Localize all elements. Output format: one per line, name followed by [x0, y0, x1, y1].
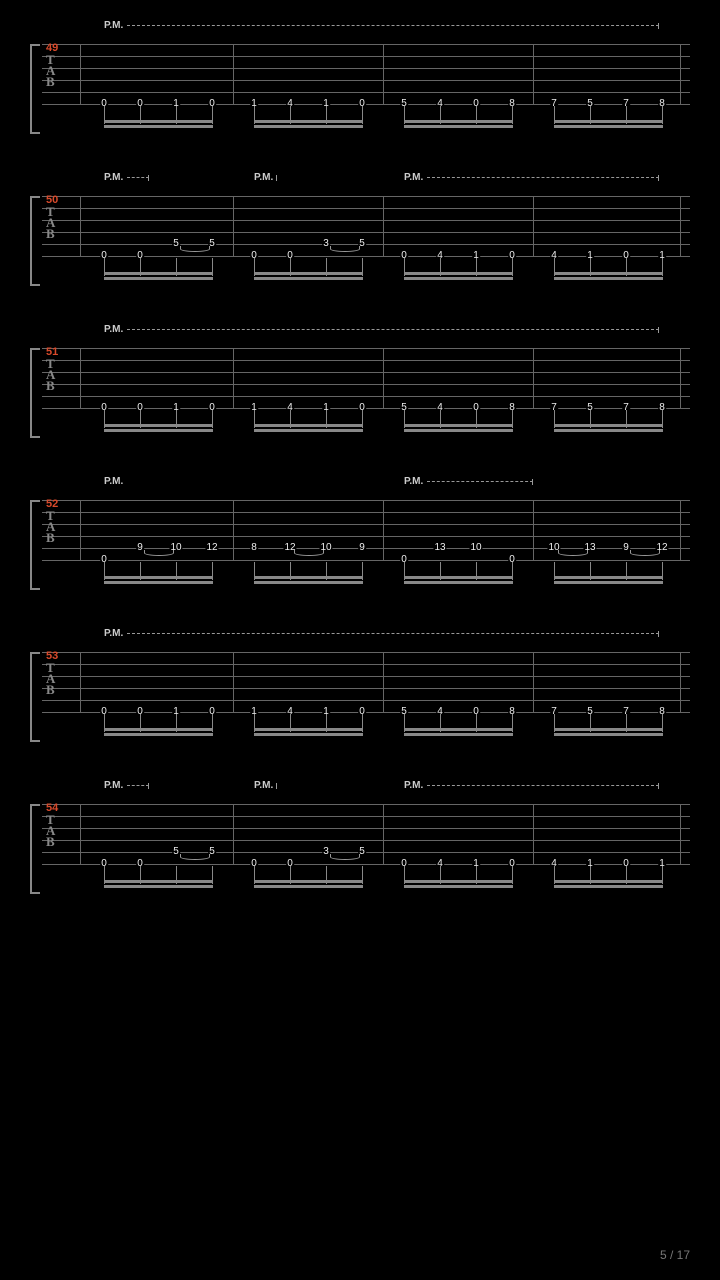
tab-container: 54TAB0055003504104101 — [30, 804, 690, 894]
measure-block: P.M.P.M.P.M.54TAB0055003504104101 — [30, 780, 690, 894]
tab-clef: TAB — [46, 814, 55, 847]
tab-clef: TAB — [46, 510, 55, 543]
fret-number: 9 — [622, 543, 630, 553]
staff: TAB0055003504104101 — [42, 196, 690, 256]
beam-row — [42, 562, 690, 590]
pm-marking: P.M. — [254, 172, 277, 183]
measure-number: 52 — [46, 498, 58, 510]
pm-marking: P.M. — [104, 628, 659, 639]
tab-body: 52TAB0910128121090131001013912 — [42, 500, 690, 590]
tab-container: 50TAB0055003504104101 — [30, 196, 690, 286]
pm-marking: P.M. — [254, 780, 277, 791]
pm-marking: P.M. — [104, 780, 149, 791]
beam-row — [42, 866, 690, 894]
staff-bracket — [30, 652, 40, 742]
pm-marking: P.M. — [404, 476, 533, 487]
staff-bracket — [30, 804, 40, 894]
tab-clef: TAB — [46, 206, 55, 239]
tie — [294, 550, 324, 556]
pm-marking: P.M. — [404, 172, 659, 183]
notes-layer: 0055003504104101 — [42, 196, 690, 256]
beam-row — [42, 714, 690, 742]
measure-number: 49 — [46, 42, 58, 54]
fret-number: 10 — [469, 543, 482, 553]
tab-container: 53TAB0010141054087578 — [30, 652, 690, 742]
measure-block: P.M.P.M.52TAB0910128121090131001013912 — [30, 476, 690, 590]
staff: TAB0055003504104101 — [42, 804, 690, 864]
tie — [630, 550, 660, 556]
pm-row: P.M. — [80, 628, 690, 646]
fret-number: 3 — [322, 239, 330, 249]
tab-container: 51TAB0010141054087578 — [30, 348, 690, 438]
tie — [180, 246, 210, 252]
staff: TAB0010141054087578 — [42, 348, 690, 408]
notes-layer: 0010141054087578 — [42, 652, 690, 712]
staff: TAB0010141054087578 — [42, 44, 690, 104]
measure-block: P.M. 53TAB0010141054087578 — [30, 628, 690, 742]
fret-number: 9 — [136, 543, 144, 553]
staff-bracket — [30, 44, 40, 134]
tab-clef: TAB — [46, 358, 55, 391]
fret-number: 12 — [205, 543, 218, 553]
tie — [144, 550, 174, 556]
measure-block: P.M. 49TAB0010141054087578 — [30, 20, 690, 134]
tab-body: 51TAB0010141054087578 — [42, 348, 690, 438]
staff-bracket — [30, 348, 40, 438]
fret-number: 5 — [172, 847, 180, 857]
tab-body: 49TAB0010141054087578 — [42, 44, 690, 134]
tab-page: P.M.49TAB0010141054087578P.M.P.M.P.M.50T… — [0, 0, 720, 952]
page-number: 5 / 17 — [660, 1248, 690, 1262]
notes-layer: 0910128121090131001013912 — [42, 500, 690, 560]
measures-container: P.M.49TAB0010141054087578P.M.P.M.P.M.50T… — [30, 20, 690, 894]
pm-row: P.M. P.M. P.M. — [80, 172, 690, 190]
staff-bracket — [30, 500, 40, 590]
notes-layer: 0055003504104101 — [42, 804, 690, 864]
fret-number: 13 — [433, 543, 446, 553]
pm-row: P.M. — [80, 324, 690, 342]
fret-number: 5 — [172, 239, 180, 249]
tie — [180, 854, 210, 860]
tab-container: 49TAB0010141054087578 — [30, 44, 690, 134]
pm-marking: P.M. — [104, 172, 149, 183]
staff-bracket — [30, 196, 40, 286]
beam-row — [42, 410, 690, 438]
pm-marking: P.M. — [104, 20, 659, 31]
pm-marking: P.M. — [104, 324, 659, 335]
tab-clef: TAB — [46, 54, 55, 87]
tie — [558, 550, 588, 556]
notes-layer: 0010141054087578 — [42, 348, 690, 408]
beam-row — [42, 258, 690, 286]
beam-row — [42, 106, 690, 134]
pm-marking: P.M. — [404, 780, 659, 791]
notes-layer: 0010141054087578 — [42, 44, 690, 104]
measure-number: 50 — [46, 194, 58, 206]
tab-body: 53TAB0010141054087578 — [42, 652, 690, 742]
tab-body: 54TAB0055003504104101 — [42, 804, 690, 894]
fret-number: 3 — [322, 847, 330, 857]
tie — [330, 854, 360, 860]
measure-number: 51 — [46, 346, 58, 358]
pm-row: P.M. — [80, 20, 690, 38]
tie — [330, 246, 360, 252]
pm-row: P.M. P.M. P.M. — [80, 780, 690, 798]
tab-clef: TAB — [46, 662, 55, 695]
fret-number: 9 — [358, 543, 366, 553]
fret-number: 8 — [250, 543, 258, 553]
tab-body: 50TAB0055003504104101 — [42, 196, 690, 286]
staff: TAB0010141054087578 — [42, 652, 690, 712]
pm-row: P.M. P.M. — [80, 476, 690, 494]
measure-block: P.M.P.M.P.M.50TAB0055003504104101 — [30, 172, 690, 286]
tab-container: 52TAB0910128121090131001013912 — [30, 500, 690, 590]
measure-number: 53 — [46, 650, 58, 662]
measure-block: P.M. 51TAB0010141054087578 — [30, 324, 690, 438]
measure-number: 54 — [46, 802, 58, 814]
staff: TAB0910128121090131001013912 — [42, 500, 690, 560]
pm-marking: P.M. — [104, 476, 127, 487]
